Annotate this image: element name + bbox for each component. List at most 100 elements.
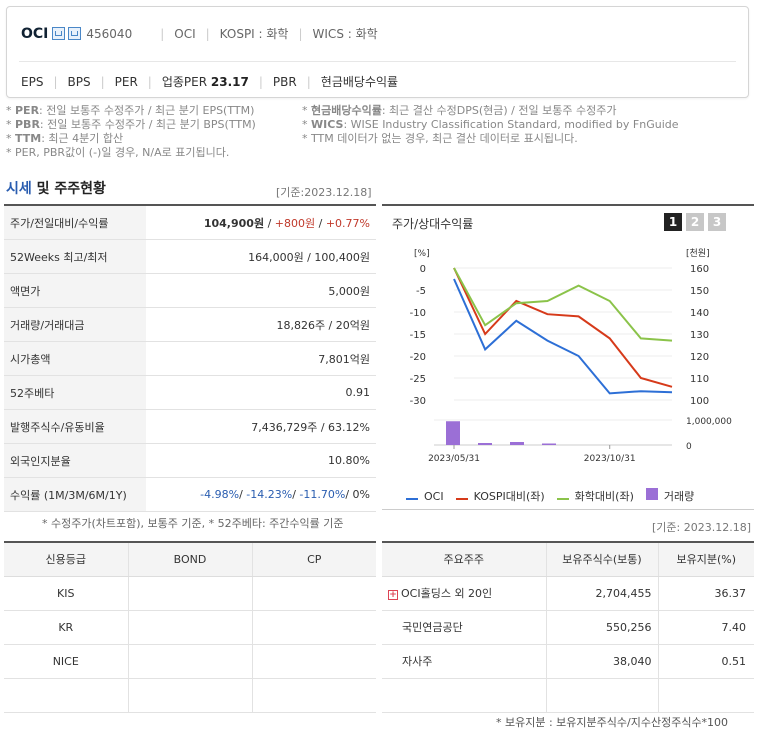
series-line-KOSPI대비(좌) — [453, 267, 673, 388]
divider: | — [258, 74, 263, 89]
quote-footnote: * 수정주가(차트포함), 보통주 기준, * 52주베타: 주간수익률 기준 — [42, 517, 344, 530]
holders-date: [기준: 2023.12.18] — [652, 521, 752, 534]
wics-sector: WICS : 화학 — [312, 27, 378, 41]
expand-icon[interactable]: + — [388, 590, 398, 600]
note-line: * PER, PBR값이 (-)일 경우, N/A로 표기됩니다. — [6, 146, 230, 159]
holder-pct: 36.37 — [658, 576, 754, 611]
chart-page-1[interactable]: 1 — [664, 213, 682, 231]
per-label: PER — [114, 74, 138, 89]
chart-page-2[interactable]: 2 — [686, 213, 704, 231]
notes-right: * 현금배당수익률: 최근 결산 수정DPS(현금) / 전일 보통주 수정주가… — [302, 104, 679, 146]
row-value: 0.91 — [345, 386, 371, 399]
note-line: * TTM: 최근 4분기 합산 — [6, 132, 124, 145]
table-row: 52Weeks 최고/최저 164,000원 / 100,400원 — [4, 240, 376, 274]
dividend-yield-label: 현금배당수익률 — [320, 75, 399, 89]
table-row: NICE — [4, 644, 376, 679]
divider: | — [53, 74, 58, 89]
row-value: 18,826주 / 20억원 — [276, 318, 370, 332]
shareholders-table: 주요주주 보유주식수(보통) 보유지분(%) + OCI홀딩스 외 20인 2,7… — [382, 541, 754, 713]
note-line: * TTM 데이터가 없는 경우, 최근 결산 데이터로 표시됩니다. — [302, 132, 578, 145]
industry-per-value: 23.17 — [210, 74, 249, 89]
note-line: * 현금배당수익률: 최근 결산 수정DPS(현금) / 전일 보통주 수정주가 — [302, 104, 617, 117]
company-header-card: OCI 456040 | OCI | KOSPI : 화학 | WICS : 화… — [6, 6, 749, 98]
note-line: * PER: 전일 보통주 수정주가 / 최근 분기 EPS(TTM) — [6, 104, 255, 117]
row-value: 10.80% — [328, 454, 370, 467]
holders-footnote: * 보유지분 : 보유지분주식수/지수산정주식수*100 — [496, 716, 729, 729]
section-date: [기준:2023.12.18] — [276, 186, 372, 199]
table-row: 수익률 (1M/3M/6M/1Y) -4.98%/ -14.23%/ -11.7… — [4, 478, 376, 512]
holder-shares: 38,040 — [546, 644, 659, 679]
right-tick-label: 120 — [690, 352, 709, 363]
divider: | — [147, 74, 152, 89]
row-label: 수익률 (1M/3M/6M/1Y) — [4, 478, 146, 511]
credit-rating-table: 신용등급 BOND CP KIS KR NICE — [4, 541, 376, 713]
row-value: 7,436,729주 / 63.12% — [251, 420, 370, 434]
right-tick-label: 150 — [690, 286, 709, 297]
right-tick-label: 100 — [690, 396, 709, 407]
home-icon-2[interactable] — [68, 27, 82, 40]
row-label: 외국인지분율 — [4, 444, 146, 477]
row-label: 52주베타 — [4, 376, 146, 409]
right-tick-label: 130 — [690, 330, 709, 341]
market-label: OCI — [174, 26, 196, 41]
table-row: KIS — [4, 576, 376, 611]
table-row: 52주베타 0.91 — [4, 376, 376, 410]
legend-item[interactable]: KOSPI대비(좌) — [444, 488, 545, 504]
holder-pct: 0.51 — [658, 644, 754, 679]
chart-legend: OCI KOSPI대비(좌) 화학대비(좌) 거래량 — [406, 488, 694, 504]
row-value: 164,000원 / 100,400원 — [248, 250, 370, 264]
series-line-화학대비(좌) — [453, 267, 673, 342]
legend-item[interactable]: 화학대비(좌) — [545, 488, 634, 504]
notes-left: * PER: 전일 보통주 수정주가 / 최근 분기 EPS(TTM) * PB… — [6, 104, 256, 160]
legend-item[interactable]: OCI — [406, 490, 444, 503]
quote-table: 주가/전일대비/수익률 104,900원 / +800원 / +0.77% 52… — [4, 204, 376, 512]
x-tick-label: 2023/10/31 — [584, 454, 636, 464]
volume-bar — [446, 421, 460, 445]
left-tick-label: 0 — [420, 264, 426, 275]
divider: | — [205, 26, 210, 41]
volume-bar — [510, 442, 524, 445]
table-row: 자사주 38,040 0.51 — [382, 644, 754, 679]
row-label: 액면가 — [4, 274, 146, 307]
holder-name: 자사주 — [382, 644, 547, 679]
table-row — [4, 678, 376, 713]
relative-return-chart: 0 -5 -10 -15 -20 -25 -30 160 150 140 130 120 110 100 [… — [410, 248, 732, 464]
row-label: 52Weeks 최고/최저 — [4, 240, 146, 273]
legend-item[interactable]: 거래량 — [634, 488, 694, 504]
divider: | — [298, 26, 303, 41]
col-header: CP — [252, 542, 376, 577]
pbr-label: PBR — [272, 74, 297, 89]
right-tick-label: 160 — [690, 264, 709, 275]
industry-per-label: 업종PER — [161, 75, 208, 89]
row-label: 발행주식수/유동비율 — [4, 410, 146, 443]
chart-page-3[interactable]: 3 — [708, 213, 726, 231]
x-tick-label: 2023/05/31 — [428, 454, 480, 464]
row-label: 시가총액 — [4, 342, 146, 375]
table-row: 발행주식수/유동비율 7,436,729주 / 63.12% — [4, 410, 376, 444]
volume-bar — [478, 443, 492, 445]
divider: | — [100, 74, 105, 89]
home-icon[interactable] — [52, 27, 66, 40]
row-value: 7,801억원 — [318, 352, 370, 366]
col-header: 보유주식수(보통) — [546, 542, 659, 577]
row-label: 주가/전일대비/수익률 — [4, 206, 146, 239]
left-tick-label: -15 — [410, 330, 426, 341]
table-row: 국민연금공단 550,256 7.40 — [382, 610, 754, 645]
left-tick-label: -5 — [416, 286, 426, 297]
card-divider — [19, 61, 736, 62]
company-name: OCI — [21, 25, 49, 42]
stock-code: 456040 — [86, 26, 133, 41]
divider: | — [160, 26, 165, 41]
table-row: 거래량/거래대금 18,826주 / 20억원 — [4, 308, 376, 342]
note-line: * WICS: WISE Industry Classification Sta… — [302, 118, 679, 131]
chart-title: 주가/상대수익률 — [392, 217, 474, 231]
table-row: 외국인지분율 10.80% — [4, 444, 376, 478]
chart-pager: 1 2 3 — [664, 213, 726, 231]
col-header: BOND — [128, 542, 253, 577]
series-line-OCI — [453, 278, 673, 395]
section-title: 시세 및 주주현황 — [6, 181, 106, 197]
row-label: 거래량/거래대금 — [4, 308, 146, 341]
holder-pct: 7.40 — [658, 610, 754, 645]
right-tick-label: 110 — [690, 374, 709, 385]
col-header: 보유지분(%) — [658, 542, 754, 577]
